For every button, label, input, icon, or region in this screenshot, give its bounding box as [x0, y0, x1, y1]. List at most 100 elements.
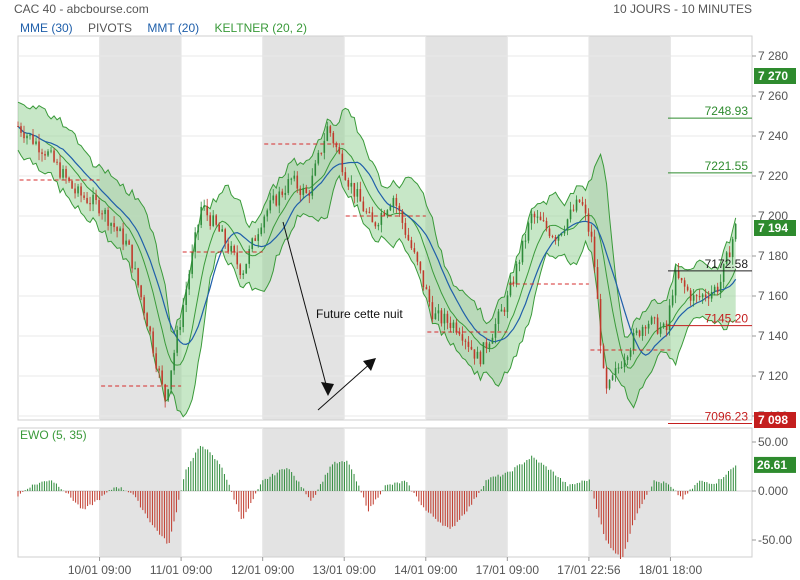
candle-body — [515, 263, 518, 285]
candle-body — [491, 337, 494, 344]
candle-body — [266, 210, 269, 217]
candle-body — [59, 162, 61, 178]
candle-body — [284, 192, 287, 195]
ewo-value-label: 26.61 — [757, 458, 787, 472]
candle-body — [680, 278, 683, 281]
candle-body — [461, 334, 464, 341]
candle-body — [164, 384, 166, 401]
legend-mme[interactable]: MME (30) — [20, 21, 73, 35]
candle-body — [347, 180, 350, 187]
candle-body — [245, 263, 248, 274]
candle-body — [107, 209, 109, 226]
candle-body — [710, 291, 713, 299]
level-label: 7221.55 — [705, 159, 749, 173]
candle-body — [410, 240, 413, 249]
y-tick-label: 7 160 — [758, 289, 788, 303]
candle-body — [116, 227, 118, 232]
candle-body — [395, 197, 398, 206]
candle-body — [524, 240, 527, 242]
candle-body — [392, 197, 395, 207]
x-tick-label: 12/01 09:00 — [231, 563, 295, 577]
candle-body — [380, 212, 383, 225]
candle-body — [149, 326, 151, 332]
candle-body — [467, 341, 470, 347]
candle-body — [614, 368, 617, 376]
candle-body — [233, 245, 236, 253]
candle-body — [470, 346, 473, 350]
candle-body — [500, 309, 503, 312]
candle-body — [377, 224, 380, 227]
x-tick-label: 13/01 09:00 — [313, 563, 377, 577]
candle-body — [731, 239, 734, 258]
candle-body — [677, 270, 680, 279]
legend-pivots[interactable]: PIVOTS — [88, 21, 133, 35]
candle-body — [539, 216, 542, 221]
candle-body — [641, 326, 644, 337]
candle-body — [476, 351, 479, 359]
candle-body — [311, 175, 314, 196]
candle-body — [599, 298, 602, 346]
candle-body — [335, 143, 338, 148]
candle-body — [689, 290, 692, 301]
legend-keltner[interactable]: KELTNER (20, 2) — [214, 21, 307, 35]
candle-body — [530, 213, 533, 224]
candle-body — [662, 323, 665, 328]
candle-body — [659, 327, 662, 334]
candle-body — [596, 267, 599, 299]
candle-body — [665, 323, 668, 331]
candle-body — [329, 126, 332, 133]
y-tick-label: 7 220 — [758, 169, 788, 183]
candle-body — [254, 238, 257, 241]
candle-body — [458, 331, 461, 335]
annotation-arrow-head — [363, 358, 376, 371]
mme-line — [17, 125, 737, 356]
candle-body — [131, 244, 133, 269]
candle-body — [719, 281, 722, 293]
candle-body — [587, 213, 590, 232]
candle-body — [140, 285, 142, 298]
candle-body — [209, 215, 211, 226]
candle-body — [446, 313, 449, 323]
candle-body — [575, 199, 578, 211]
candle-body — [518, 262, 521, 264]
candle-body — [299, 188, 302, 195]
candle-body — [194, 232, 196, 252]
price-tag — [754, 68, 796, 84]
ewo-legend[interactable]: EWO (5, 35) — [20, 428, 87, 442]
candle-body — [416, 252, 419, 262]
candle-body — [230, 245, 233, 252]
candle-body — [704, 294, 707, 298]
candle-body — [83, 195, 85, 198]
legend-mmt[interactable]: MMT (20) — [147, 21, 200, 35]
candle-body — [302, 187, 305, 195]
candle-body — [260, 227, 263, 235]
candle-body — [92, 194, 94, 205]
candle-body — [623, 360, 626, 368]
candle-body — [449, 322, 452, 329]
candle-body — [455, 322, 458, 332]
ewo-y-tick-label: 50.00 — [758, 435, 788, 449]
candle-body — [152, 331, 154, 354]
candle-body — [542, 220, 545, 222]
candle-body — [443, 313, 446, 324]
candle-body — [413, 248, 416, 253]
candle-body — [419, 261, 422, 271]
annotation-text: Future cette nuit — [316, 307, 403, 321]
candle-body — [218, 224, 220, 232]
annotation-arrow-line — [282, 221, 329, 393]
candle-body — [653, 317, 656, 319]
candle-body — [317, 152, 320, 164]
candle-body — [161, 370, 163, 385]
candle-body — [65, 168, 67, 178]
candle-body — [404, 222, 407, 235]
candle-body — [125, 240, 127, 245]
candle-body — [602, 345, 605, 369]
candle-body — [509, 281, 512, 296]
candle-body — [257, 234, 260, 241]
candle-body — [119, 228, 121, 232]
candle-body — [611, 375, 614, 380]
price-tag-label: 7 194 — [758, 221, 788, 235]
candle-body — [137, 268, 139, 286]
candle-body — [134, 268, 136, 270]
